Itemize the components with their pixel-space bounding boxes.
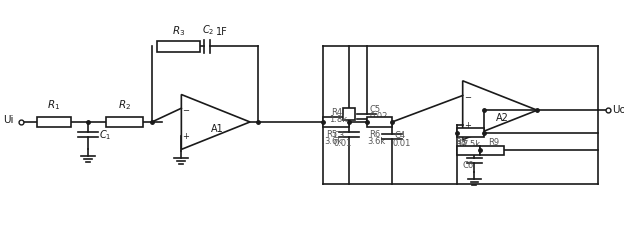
Text: $C_1$: $C_1$ [99, 128, 112, 142]
Text: 7.5k: 7.5k [462, 140, 481, 149]
Text: A2: A2 [495, 113, 509, 123]
Bar [323, 117, 349, 127]
Bar [457, 128, 484, 137]
Text: R4: R4 [331, 108, 343, 117]
Text: C5: C5 [369, 105, 381, 114]
Text: $R_2$: $R_2$ [118, 98, 131, 112]
Text: R7: R7 [455, 140, 466, 149]
Text: $R_3$: $R_3$ [172, 24, 185, 38]
Bar [367, 117, 392, 127]
Text: A1: A1 [212, 124, 224, 134]
Bar [480, 146, 504, 155]
Bar [457, 146, 480, 155]
Text: $-$: $-$ [464, 91, 472, 100]
Text: 3.6k: 3.6k [368, 137, 386, 146]
Text: C6: C6 [462, 161, 474, 170]
Text: 0.02: 0.02 [369, 112, 388, 120]
Text: 3.6k: 3.6k [324, 137, 343, 146]
Text: C3: C3 [333, 131, 344, 140]
Text: 0.01: 0.01 [333, 139, 352, 148]
Text: C4: C4 [394, 131, 405, 140]
Bar [343, 108, 355, 120]
Bar [37, 117, 71, 127]
Text: Uo: Uo [612, 105, 624, 115]
Text: R9: R9 [488, 138, 499, 147]
Text: $R_1$: $R_1$ [47, 98, 61, 112]
Text: R6: R6 [369, 130, 381, 139]
Text: $C_2$: $C_2$ [202, 23, 214, 37]
Text: R5: R5 [326, 130, 338, 139]
Text: $-$: $-$ [182, 104, 190, 113]
Text: $+$: $+$ [464, 120, 472, 130]
Text: 1F: 1F [216, 27, 227, 37]
Text: $+$: $+$ [182, 131, 190, 141]
Bar [106, 117, 143, 127]
Text: 0.01: 0.01 [392, 139, 411, 148]
Bar [157, 41, 200, 52]
Text: 1.8k: 1.8k [329, 114, 348, 124]
Text: R8: R8 [455, 138, 466, 147]
Text: Ui: Ui [3, 115, 14, 125]
